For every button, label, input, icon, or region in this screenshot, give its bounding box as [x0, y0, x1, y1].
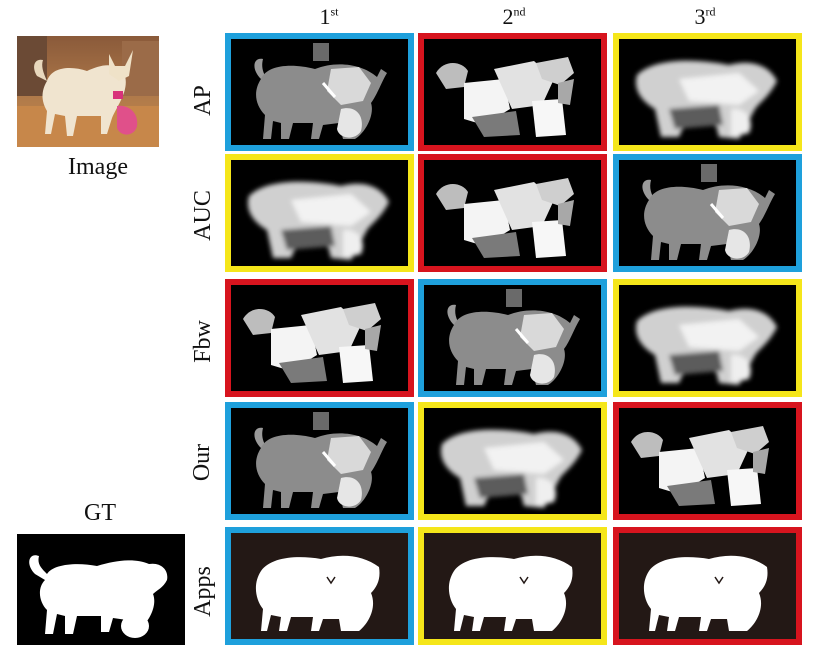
- saliency-map-soft: [619, 39, 796, 145]
- saliency-map-binary: [424, 533, 601, 639]
- tile-ap-rank-1: [225, 33, 414, 151]
- saliency-map-segmented: [619, 160, 796, 266]
- image-caption: Image: [68, 154, 128, 180]
- tile-our-rank-2: [418, 402, 607, 520]
- input-image: [17, 36, 159, 147]
- column-header-3-num: 3: [694, 4, 706, 29]
- tile-ap-rank-3: [613, 33, 802, 151]
- tile-apps-rank-3: [613, 527, 802, 645]
- saliency-map-patchy: [424, 160, 601, 266]
- gt-dog-silhouette: [29, 555, 168, 638]
- saliency-map-segmented: [231, 408, 408, 514]
- tile-apps-rank-1: [225, 527, 414, 645]
- tile-fbw-rank-2: [418, 279, 607, 397]
- tile-auc-rank-3: [613, 154, 802, 272]
- tile-fbw-rank-1: [225, 279, 414, 397]
- column-header-1-num: 1: [319, 4, 331, 29]
- row-label-apps-text: Apps: [189, 565, 216, 617]
- saliency-map-segmented: [231, 39, 408, 145]
- column-header-2-num: 2: [502, 4, 514, 29]
- ground-truth-mask: [17, 534, 185, 645]
- saliency-map-segmented: [424, 285, 601, 391]
- saliency-map-soft: [619, 285, 796, 391]
- column-header-3-sup: rd: [705, 4, 716, 19]
- dog-photo: [17, 36, 159, 147]
- tile-fbw-rank-3: [613, 279, 802, 397]
- gt-caption: GT: [84, 500, 116, 526]
- column-header-1: 1st: [234, 4, 424, 30]
- tile-our-rank-3: [613, 402, 802, 520]
- saliency-map-binary: [231, 533, 408, 639]
- tile-auc-rank-1: [225, 154, 414, 272]
- saliency-map-patchy: [619, 408, 796, 514]
- tile-auc-rank-2: [418, 154, 607, 272]
- column-header-2-sup: nd: [513, 4, 526, 19]
- row-label-ap-text: AP: [189, 84, 216, 116]
- column-header-1-sup: st: [330, 4, 339, 19]
- tile-ap-rank-2: [418, 33, 607, 151]
- tile-apps-rank-2: [418, 527, 607, 645]
- saliency-map-patchy: [424, 39, 601, 145]
- saliency-map-soft: [231, 160, 408, 266]
- row-label-auc-text: AUC: [189, 189, 216, 241]
- saliency-map-binary: [619, 533, 796, 639]
- row-label-our-text: Our: [189, 443, 216, 481]
- column-header-3: 3rd: [610, 4, 800, 30]
- saliency-map-patchy: [231, 285, 408, 391]
- column-header-2: 2nd: [419, 4, 609, 30]
- row-label-fbw-text: Fbw: [189, 319, 216, 363]
- tile-our-rank-1: [225, 402, 414, 520]
- saliency-map-soft: [424, 408, 601, 514]
